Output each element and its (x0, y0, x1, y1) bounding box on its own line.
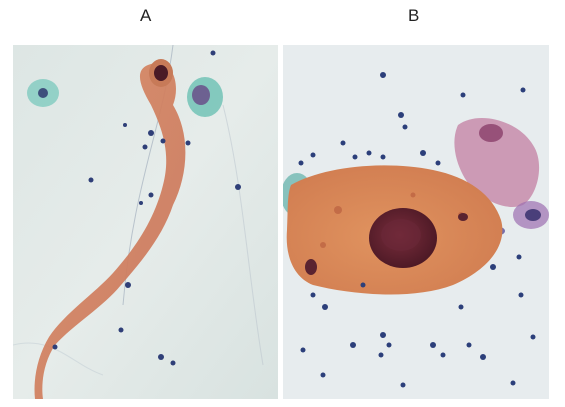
micrograph-b-image (283, 45, 549, 399)
micrograph-panel-b (283, 45, 549, 399)
micrograph-a-image (13, 45, 278, 399)
panel-label-b: B (408, 6, 420, 25)
panel-label-a: A (140, 6, 152, 25)
micrograph-panel-a (13, 45, 278, 399)
